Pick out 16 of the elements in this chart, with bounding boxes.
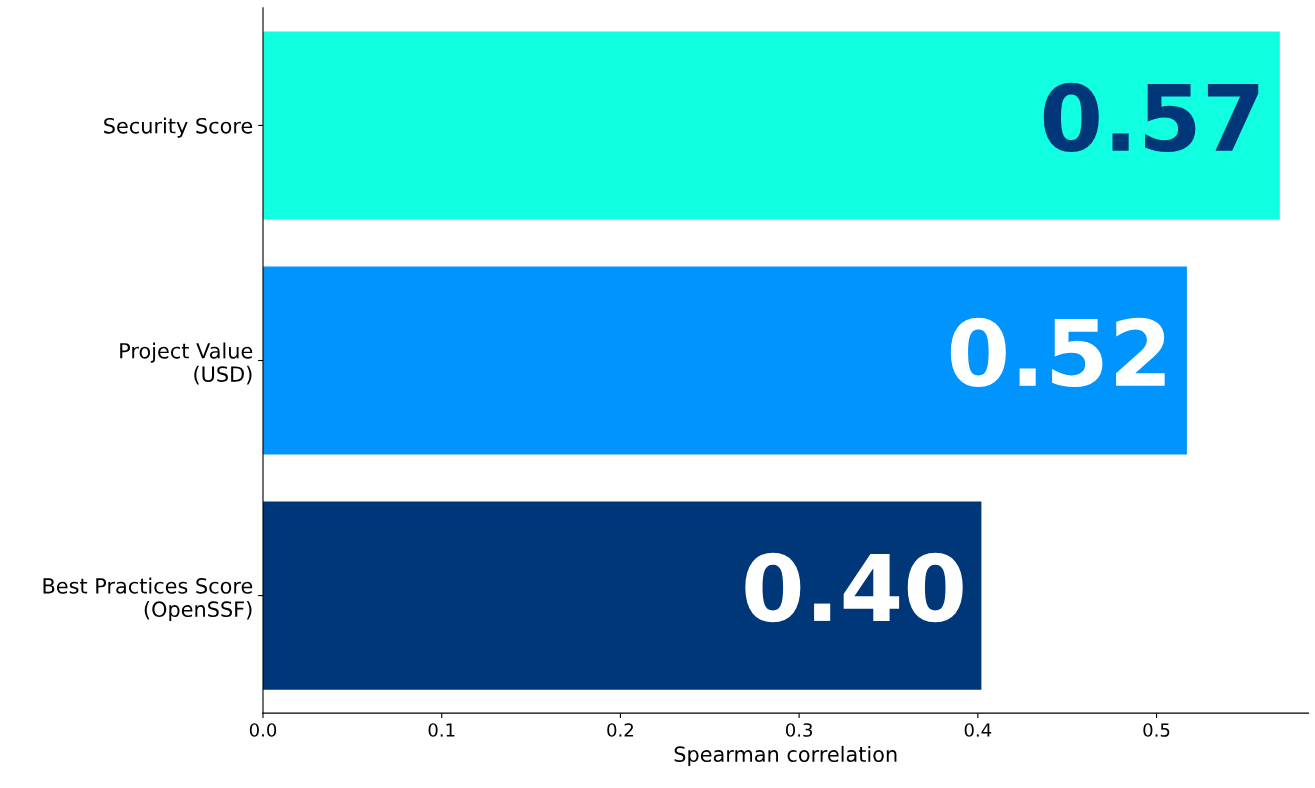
x-tick-label: 0.2 — [607, 723, 633, 737]
y-tick-label: Best Practices Score (OpenSSF) — [43, 577, 253, 622]
data-label: 0.57 — [1043, 82, 1259, 153]
y-tick-label: Project Value (USD) — [120, 342, 253, 385]
bar — [263, 31, 1280, 220]
y-tick-label: Security Score — [104, 117, 253, 138]
data-label: 0.52 — [950, 317, 1165, 388]
bar — [263, 501, 982, 690]
x-tick-label: 0.3 — [785, 723, 813, 737]
x-axis-title: Spearman correlation — [674, 745, 897, 767]
x-tick-label: 0.1 — [428, 723, 455, 737]
bar — [263, 266, 1187, 455]
data-label: 0.40 — [745, 552, 963, 623]
x-tick-label: 0.4 — [964, 723, 992, 737]
x-tick-label: 0.0 — [249, 723, 277, 737]
x-tick-label: 0.5 — [1143, 723, 1170, 737]
